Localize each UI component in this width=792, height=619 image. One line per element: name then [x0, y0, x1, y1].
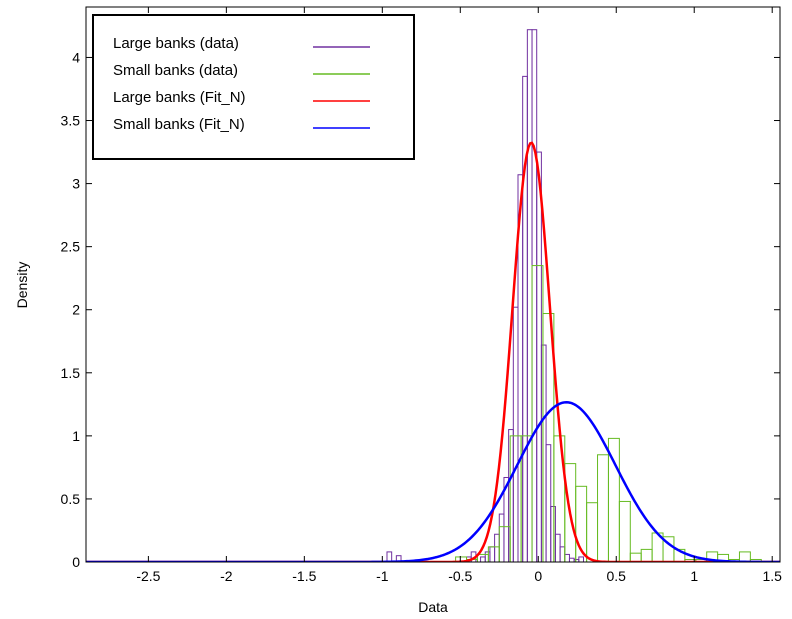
- y-tick-label: 0.5: [61, 491, 81, 507]
- x-tick-label: -2.5: [136, 568, 160, 584]
- legend-label: Small banks (Fit_N): [113, 116, 245, 133]
- legend-label: Large banks (Fit_N): [113, 89, 246, 106]
- y-tick-label: 3: [72, 176, 80, 192]
- legend-box: [92, 14, 415, 160]
- x-tick-label: -2: [220, 568, 233, 584]
- x-tick-label: -1.5: [292, 568, 316, 584]
- y-axis-title: Density: [14, 262, 30, 309]
- legend-label: Large banks (data): [113, 35, 239, 52]
- x-tick-label: -1: [376, 568, 389, 584]
- legend-items: Large banks (data) Small banks (data) Larg…: [113, 35, 370, 133]
- axes: -2.5 -2 -1.5 -1 -0.5 0 0.5 1 1.5 0 0.5 1 1.5 2 2.5 3 3.5…: [61, 7, 782, 584]
- x-tick-label: -0.5: [448, 568, 472, 584]
- histogram-bar-series-1: [618, 500, 631, 562]
- histogram-bar-series-1: [607, 437, 620, 562]
- histogram-bar-series-0: [545, 444, 552, 562]
- y-tick-label: 1: [72, 428, 80, 444]
- legend: Large banks (data) Small banks (data) Larg…: [92, 14, 415, 160]
- y-tick-label: 2.5: [61, 239, 81, 255]
- x-tick-label: 0: [534, 568, 542, 584]
- y-tick-label: 2: [72, 302, 80, 318]
- y-tick-label: 3.5: [61, 113, 81, 129]
- y-tick-label: 1.5: [61, 365, 81, 381]
- x-tick-label: 0.5: [607, 568, 627, 584]
- legend-label: Small banks (data): [113, 62, 238, 79]
- x-tick-label: 1: [690, 568, 698, 584]
- y-tick-label: 4: [72, 49, 80, 65]
- histogram-bar-series-0: [395, 555, 402, 562]
- x-tick-label: 1.5: [762, 568, 782, 584]
- histogram-bar-series-0: [578, 556, 585, 562]
- x-axis-title: Data: [418, 599, 448, 615]
- fit-curve-series-3: [86, 400, 780, 562]
- y-tick-label: 0: [72, 554, 80, 570]
- plot-frame: [85, 6, 781, 563]
